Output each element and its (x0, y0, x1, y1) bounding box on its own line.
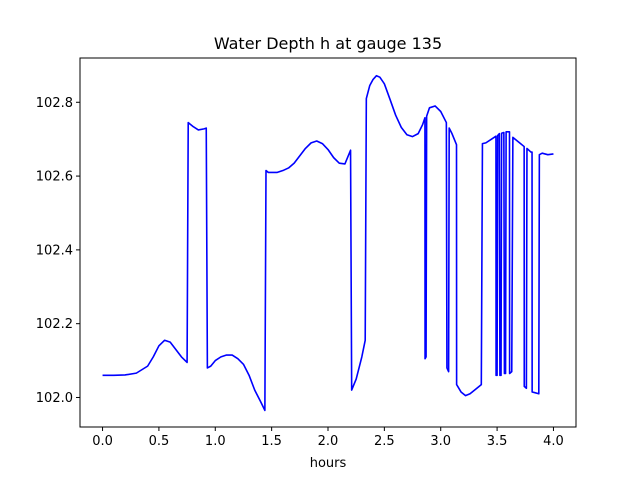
x-tick-label: 1.5 (261, 434, 282, 449)
y-tick-label: 102.8 (36, 96, 73, 111)
x-tick-label: 4.0 (543, 434, 564, 449)
series-line-0 (102, 74, 554, 412)
y-tick-label: 102.4 (36, 243, 73, 258)
x-axis-label: hours (310, 456, 347, 471)
x-tick-label: 0.0 (92, 434, 113, 449)
x-tick-label: 1.0 (205, 434, 226, 449)
chart-title: Water Depth h at gauge 135 (214, 34, 442, 53)
y-tick-label: 102.6 (36, 170, 73, 185)
y-tick-label: 102.0 (36, 391, 73, 406)
x-tick-label: 2.0 (318, 434, 339, 449)
plot-area: 0.0 0.5 1.0 1.5 2.0 2.5 3.0 3.5 4.0 102.0 102.2 102… (36, 57, 577, 449)
x-tick-label: 3.5 (487, 434, 508, 449)
x-tick-label: 0.5 (149, 434, 170, 449)
x-tick-label: 2.5 (374, 434, 395, 449)
x-tick-label: 3.0 (430, 434, 451, 449)
y-tick-label: 102.2 (36, 317, 73, 332)
